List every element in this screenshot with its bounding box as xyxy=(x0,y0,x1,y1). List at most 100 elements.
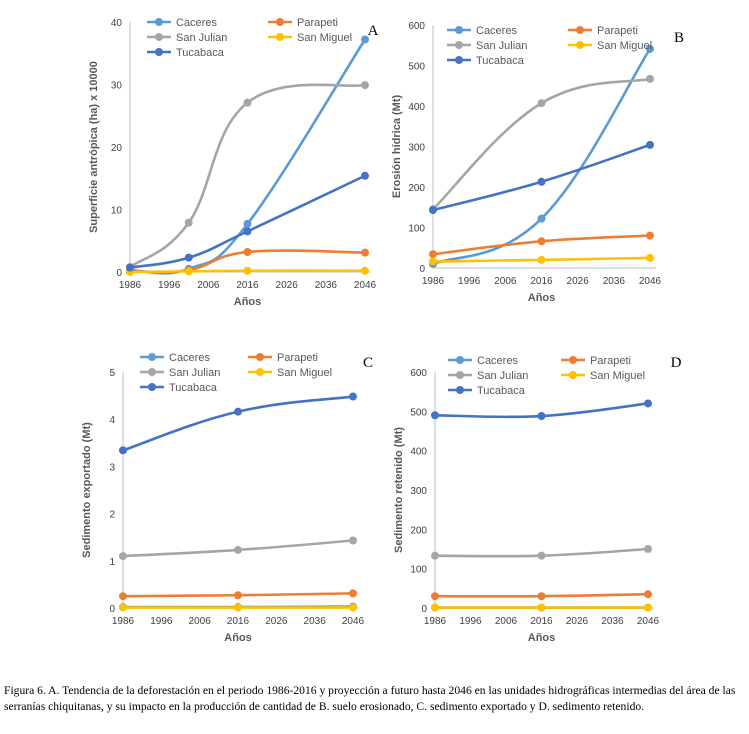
legend-swatch-marker xyxy=(276,33,284,41)
x-tick-label: 1986 xyxy=(119,280,142,291)
legend-swatch-marker xyxy=(576,41,584,49)
y-axis-title: Sedimento exportado (Mt) xyxy=(81,422,93,558)
y-tick-label: 300 xyxy=(410,486,427,497)
x-tick-label: 1996 xyxy=(158,280,181,291)
y-tick-label: 30 xyxy=(111,81,123,92)
legend-swatch-marker xyxy=(455,56,463,64)
data-point xyxy=(537,255,546,264)
legend-label: Parapeti xyxy=(277,352,318,364)
x-axis-title: Años xyxy=(234,296,262,308)
data-point xyxy=(243,98,252,107)
data-point xyxy=(184,218,193,227)
data-point xyxy=(119,446,127,455)
legend-entry: Caceres xyxy=(147,17,217,29)
x-tick-label: 2046 xyxy=(639,276,662,287)
chart-panel-a: 0 10 20 30 40 1986 1996 2006 2016 2026 2036 2046 Año… xyxy=(88,17,379,308)
legend-label: Parapeti xyxy=(297,17,338,29)
y-tick-label: 2 xyxy=(109,510,115,521)
x-tick-label: 1996 xyxy=(458,276,481,287)
y-tick-label: 0 xyxy=(421,604,427,615)
x-tick-label: 1996 xyxy=(459,616,482,627)
legend-entry: Parapeti xyxy=(568,25,638,37)
data-point xyxy=(361,81,369,90)
legend-swatch-marker xyxy=(455,26,463,34)
series-line-caceres xyxy=(431,47,652,266)
data-point xyxy=(119,603,127,612)
legend-label: Tucabaca xyxy=(176,47,225,59)
x-tick-label: 2036 xyxy=(603,276,626,287)
x-tick-label: 2036 xyxy=(601,616,624,627)
legend-label: San Julian xyxy=(476,40,527,52)
figure-caption: Figura 6. A. Tendencia de la deforestaci… xyxy=(4,684,736,713)
chart-panel-d: 0 100 200 300 400 500 600 1986 1996 2006 2016 2026 2… xyxy=(393,355,682,644)
data-point xyxy=(646,231,654,240)
y-tick-label: 20 xyxy=(111,143,123,154)
y-tick-label: 600 xyxy=(410,368,427,379)
y-tick-label: 40 xyxy=(111,18,123,29)
x-tick-label: 2036 xyxy=(304,616,327,627)
data-point xyxy=(431,592,439,601)
legend-swatch-marker xyxy=(148,368,156,376)
x-tick-label: 2036 xyxy=(315,280,338,291)
legend-label: San Miguel xyxy=(277,367,332,379)
panel-letter: D xyxy=(671,355,682,371)
x-tick-label: 2006 xyxy=(189,616,212,627)
legend-swatch-marker xyxy=(456,356,464,364)
x-axis-title: Años xyxy=(224,632,252,644)
legend-label: Parapeti xyxy=(590,355,631,367)
legend-label: Caceres xyxy=(476,25,517,37)
y-tick-label: 400 xyxy=(408,102,425,113)
legend-entry: Parapeti xyxy=(248,352,318,364)
legend-entry: Tucabaca xyxy=(140,382,218,394)
legend-label: San Miguel xyxy=(297,32,352,44)
legend-label: San Miguel xyxy=(597,40,652,52)
data-point xyxy=(234,407,242,416)
x-tick-label: 1986 xyxy=(422,276,445,287)
legend-swatch-marker xyxy=(148,383,156,391)
y-axis-title: Sedimento retenido (Mt) xyxy=(393,427,405,553)
y-tick-label: 500 xyxy=(408,62,425,73)
x-tick-label: 1996 xyxy=(150,616,173,627)
x-tick-label: 2046 xyxy=(637,616,660,627)
legend-swatch-marker xyxy=(155,48,163,56)
data-point xyxy=(243,248,252,256)
legend-label: Caceres xyxy=(477,355,518,367)
data-point xyxy=(431,551,439,560)
legend-entry: San Miguel xyxy=(248,367,332,379)
data-point xyxy=(119,552,127,561)
panel-letter: B xyxy=(674,30,684,46)
y-tick-label: 0 xyxy=(116,268,122,279)
x-tick-label: 1986 xyxy=(112,616,135,627)
legend-entry: Tucabaca xyxy=(447,55,525,67)
data-point xyxy=(349,603,357,612)
series-line-tucabaca xyxy=(128,174,367,269)
legend-label: Tucabaca xyxy=(169,382,218,394)
x-axis-title: Años xyxy=(528,632,556,644)
data-point xyxy=(431,603,439,612)
x-axis-title: Años xyxy=(528,292,556,304)
legend-swatch-marker xyxy=(569,356,577,364)
x-tick-label: 2026 xyxy=(566,616,589,627)
data-point xyxy=(234,603,242,612)
y-tick-label: 3 xyxy=(109,462,115,473)
data-point xyxy=(537,237,546,246)
data-point xyxy=(429,206,437,215)
y-tick-label: 100 xyxy=(410,565,427,576)
x-tick-label: 2006 xyxy=(494,276,517,287)
x-tick-label: 2046 xyxy=(354,280,377,291)
legend-label: Caceres xyxy=(176,17,217,29)
y-tick-label: 200 xyxy=(408,183,425,194)
series-line-san-julian xyxy=(128,83,367,269)
data-point xyxy=(361,248,369,257)
y-tick-label: 100 xyxy=(408,224,425,235)
data-point xyxy=(234,545,242,554)
data-point xyxy=(126,263,134,272)
chart-panel-c: 0 1 2 3 4 5 1986 1996 2006 2016 2026 2036 2046 Años Se… xyxy=(81,352,373,644)
legend-swatch-marker xyxy=(456,371,464,379)
y-tick-label: 400 xyxy=(410,447,427,458)
y-tick-label: 200 xyxy=(410,525,427,536)
series-line-san-julian xyxy=(431,77,652,211)
y-axis-title: Superficie antrópica (ha) x 10000 xyxy=(88,61,100,233)
x-tick-label: 1986 xyxy=(424,616,447,627)
legend-swatch-marker xyxy=(155,33,163,41)
